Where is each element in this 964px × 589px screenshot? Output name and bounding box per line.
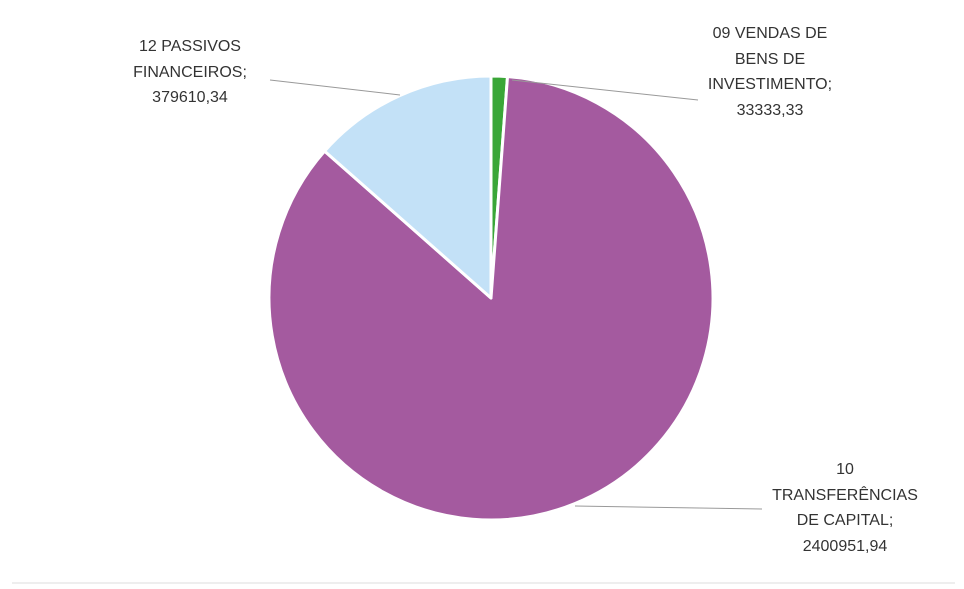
value-label: 379610,34: [152, 89, 228, 106]
category-label: 10 TRANSFERÊNCIAS DE CAPITAL;: [772, 461, 918, 529]
category-label: 09 VENDAS DE BENS DE INVESTIMENTO;: [707, 25, 833, 93]
leader-line: [511, 79, 699, 101]
category-label: 12 PASSIVOS FINANCEIROS;: [133, 38, 247, 81]
pie: [267, 74, 715, 522]
value-label: 33333,33: [736, 101, 804, 119]
data-label: 10 TRANSFERÊNCIAS DE CAPITAL; 2400951,94: [765, 457, 925, 559]
data-label: 12 PASSIVOS FINANCEIROS; 379610,34: [115, 34, 265, 111]
leader-line: [269, 79, 401, 96]
value-label: 2400951,94: [802, 537, 888, 555]
leader-line: [574, 505, 763, 510]
data-label: 09 VENDAS DE BENS DE INVESTIMENTO; 33333…: [690, 21, 850, 123]
pie-slice: [323, 74, 493, 300]
